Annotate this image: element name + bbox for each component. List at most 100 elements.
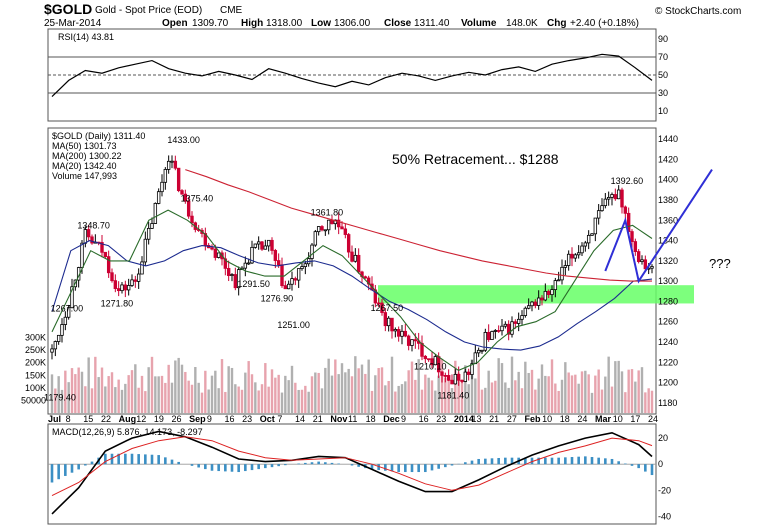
x-tick-label: Feb — [524, 414, 541, 424]
macd-histogram-bar — [264, 464, 267, 469]
volume-bar — [367, 359, 370, 413]
price-tick-label: 1440 — [658, 134, 678, 144]
price-candle — [523, 307, 528, 316]
volume-bar — [464, 365, 467, 413]
volume-bar — [354, 356, 357, 413]
volume-bar — [170, 382, 174, 413]
volume-bar — [644, 392, 647, 413]
macd-histogram-bar — [610, 458, 614, 465]
price-candle — [450, 379, 454, 385]
volume-bar — [647, 388, 650, 413]
volume-bar — [437, 375, 440, 413]
price-tick-label: 1340 — [658, 236, 678, 246]
volume-bar — [180, 364, 184, 413]
price-tick-label: 1220 — [658, 357, 678, 367]
macd-histogram-bar — [357, 464, 360, 467]
macd-histogram-bar — [224, 464, 227, 472]
price-candle — [576, 252, 581, 256]
price-candle — [103, 251, 108, 257]
rsi-legend: RSI(14) 43.81 — [58, 32, 114, 42]
price-candle — [443, 375, 448, 377]
price-candle — [230, 274, 234, 276]
volume-bar — [394, 391, 397, 413]
price-candle — [326, 219, 331, 231]
symbol-title: $GOLD — [44, 1, 92, 17]
price-candle — [123, 284, 128, 291]
macd-panel: 20 0 -20 -40 — [48, 430, 671, 521]
volume-bar — [650, 390, 654, 413]
instrument-name: Gold - Spot Price (EOD) — [95, 5, 202, 16]
x-tick-label: Nov — [330, 414, 347, 424]
volume-value: 148.0K — [506, 18, 538, 29]
volume-bar — [177, 357, 180, 413]
price-candle — [150, 223, 154, 229]
volume-bar — [84, 386, 87, 413]
rsi-line — [51, 53, 653, 98]
macd-histogram-bar — [244, 464, 247, 472]
price-point-label: 1375.40 — [181, 194, 214, 204]
price-candle — [133, 279, 138, 282]
projection-line — [604, 169, 713, 284]
volume-bar — [297, 389, 300, 413]
change-label: Chg — [547, 18, 566, 29]
macd-histogram-bar — [550, 457, 554, 465]
volume-bar — [307, 391, 310, 413]
retracement-annotation: 50% Retracement... $1288 — [392, 151, 559, 167]
volume-bar — [250, 374, 254, 413]
volume-bar — [430, 380, 434, 413]
price-candle — [613, 194, 618, 200]
volume-bar — [70, 368, 74, 413]
volume-tick-label: 150K — [25, 370, 46, 380]
x-tick-label: 10 — [613, 414, 623, 424]
price-candle — [643, 259, 648, 270]
macd-histogram-bar — [84, 464, 87, 466]
volume-bar — [517, 371, 520, 413]
volume-bar — [324, 367, 327, 413]
volume-bar — [534, 389, 537, 413]
price-tick-label: 1360 — [658, 215, 678, 225]
legend-price: $GOLD (Daily) 1311.40 — [52, 131, 145, 141]
legend-ma200: MA(200) 1300.22 — [52, 151, 122, 161]
open-label: Open — [162, 18, 188, 29]
volume-bar — [224, 391, 227, 413]
volume-bar — [424, 374, 427, 413]
volume-bar — [624, 392, 627, 413]
price-candle — [556, 279, 561, 282]
volume-bar — [390, 356, 394, 413]
macd-histogram-bar — [450, 464, 454, 466]
price-candle — [593, 217, 598, 235]
volume-bar — [607, 356, 610, 413]
macd-histogram-bar — [630, 464, 634, 466]
volume-bar — [157, 376, 160, 413]
x-tick-label: 26 — [172, 414, 182, 424]
price-candle — [513, 321, 518, 324]
x-tick-label: 16 — [224, 414, 234, 424]
x-tick-label: Mar — [595, 414, 612, 424]
volume-bar — [404, 381, 407, 413]
volume-bar — [594, 375, 597, 413]
price-candle — [343, 228, 348, 235]
macd-histogram-bar — [604, 458, 607, 465]
price-candle — [63, 316, 68, 325]
price-candle — [350, 251, 354, 262]
legend-ma50: MA(50) 1301.73 — [52, 141, 117, 151]
macd-histogram-bar — [637, 464, 640, 469]
volume-bar — [80, 371, 84, 413]
price-tick-label: 1380 — [658, 195, 678, 205]
macd-histogram-bar — [597, 457, 600, 465]
volume-bar — [504, 382, 507, 413]
price-tick-label: 1260 — [658, 317, 678, 327]
volume-bar — [110, 372, 114, 413]
macd-histogram-bar — [437, 464, 440, 469]
volume-bar — [294, 382, 297, 413]
price-candle — [530, 301, 534, 307]
price-candle — [203, 233, 208, 246]
price-candle — [226, 267, 231, 276]
volume-bar — [414, 379, 417, 413]
price-candle — [286, 283, 291, 290]
volume-bar — [380, 367, 384, 413]
macd-histogram-bar — [150, 454, 154, 465]
volume-bar — [127, 375, 130, 413]
price-candle — [480, 349, 484, 352]
price-point-label: 1361.80 — [311, 207, 344, 217]
